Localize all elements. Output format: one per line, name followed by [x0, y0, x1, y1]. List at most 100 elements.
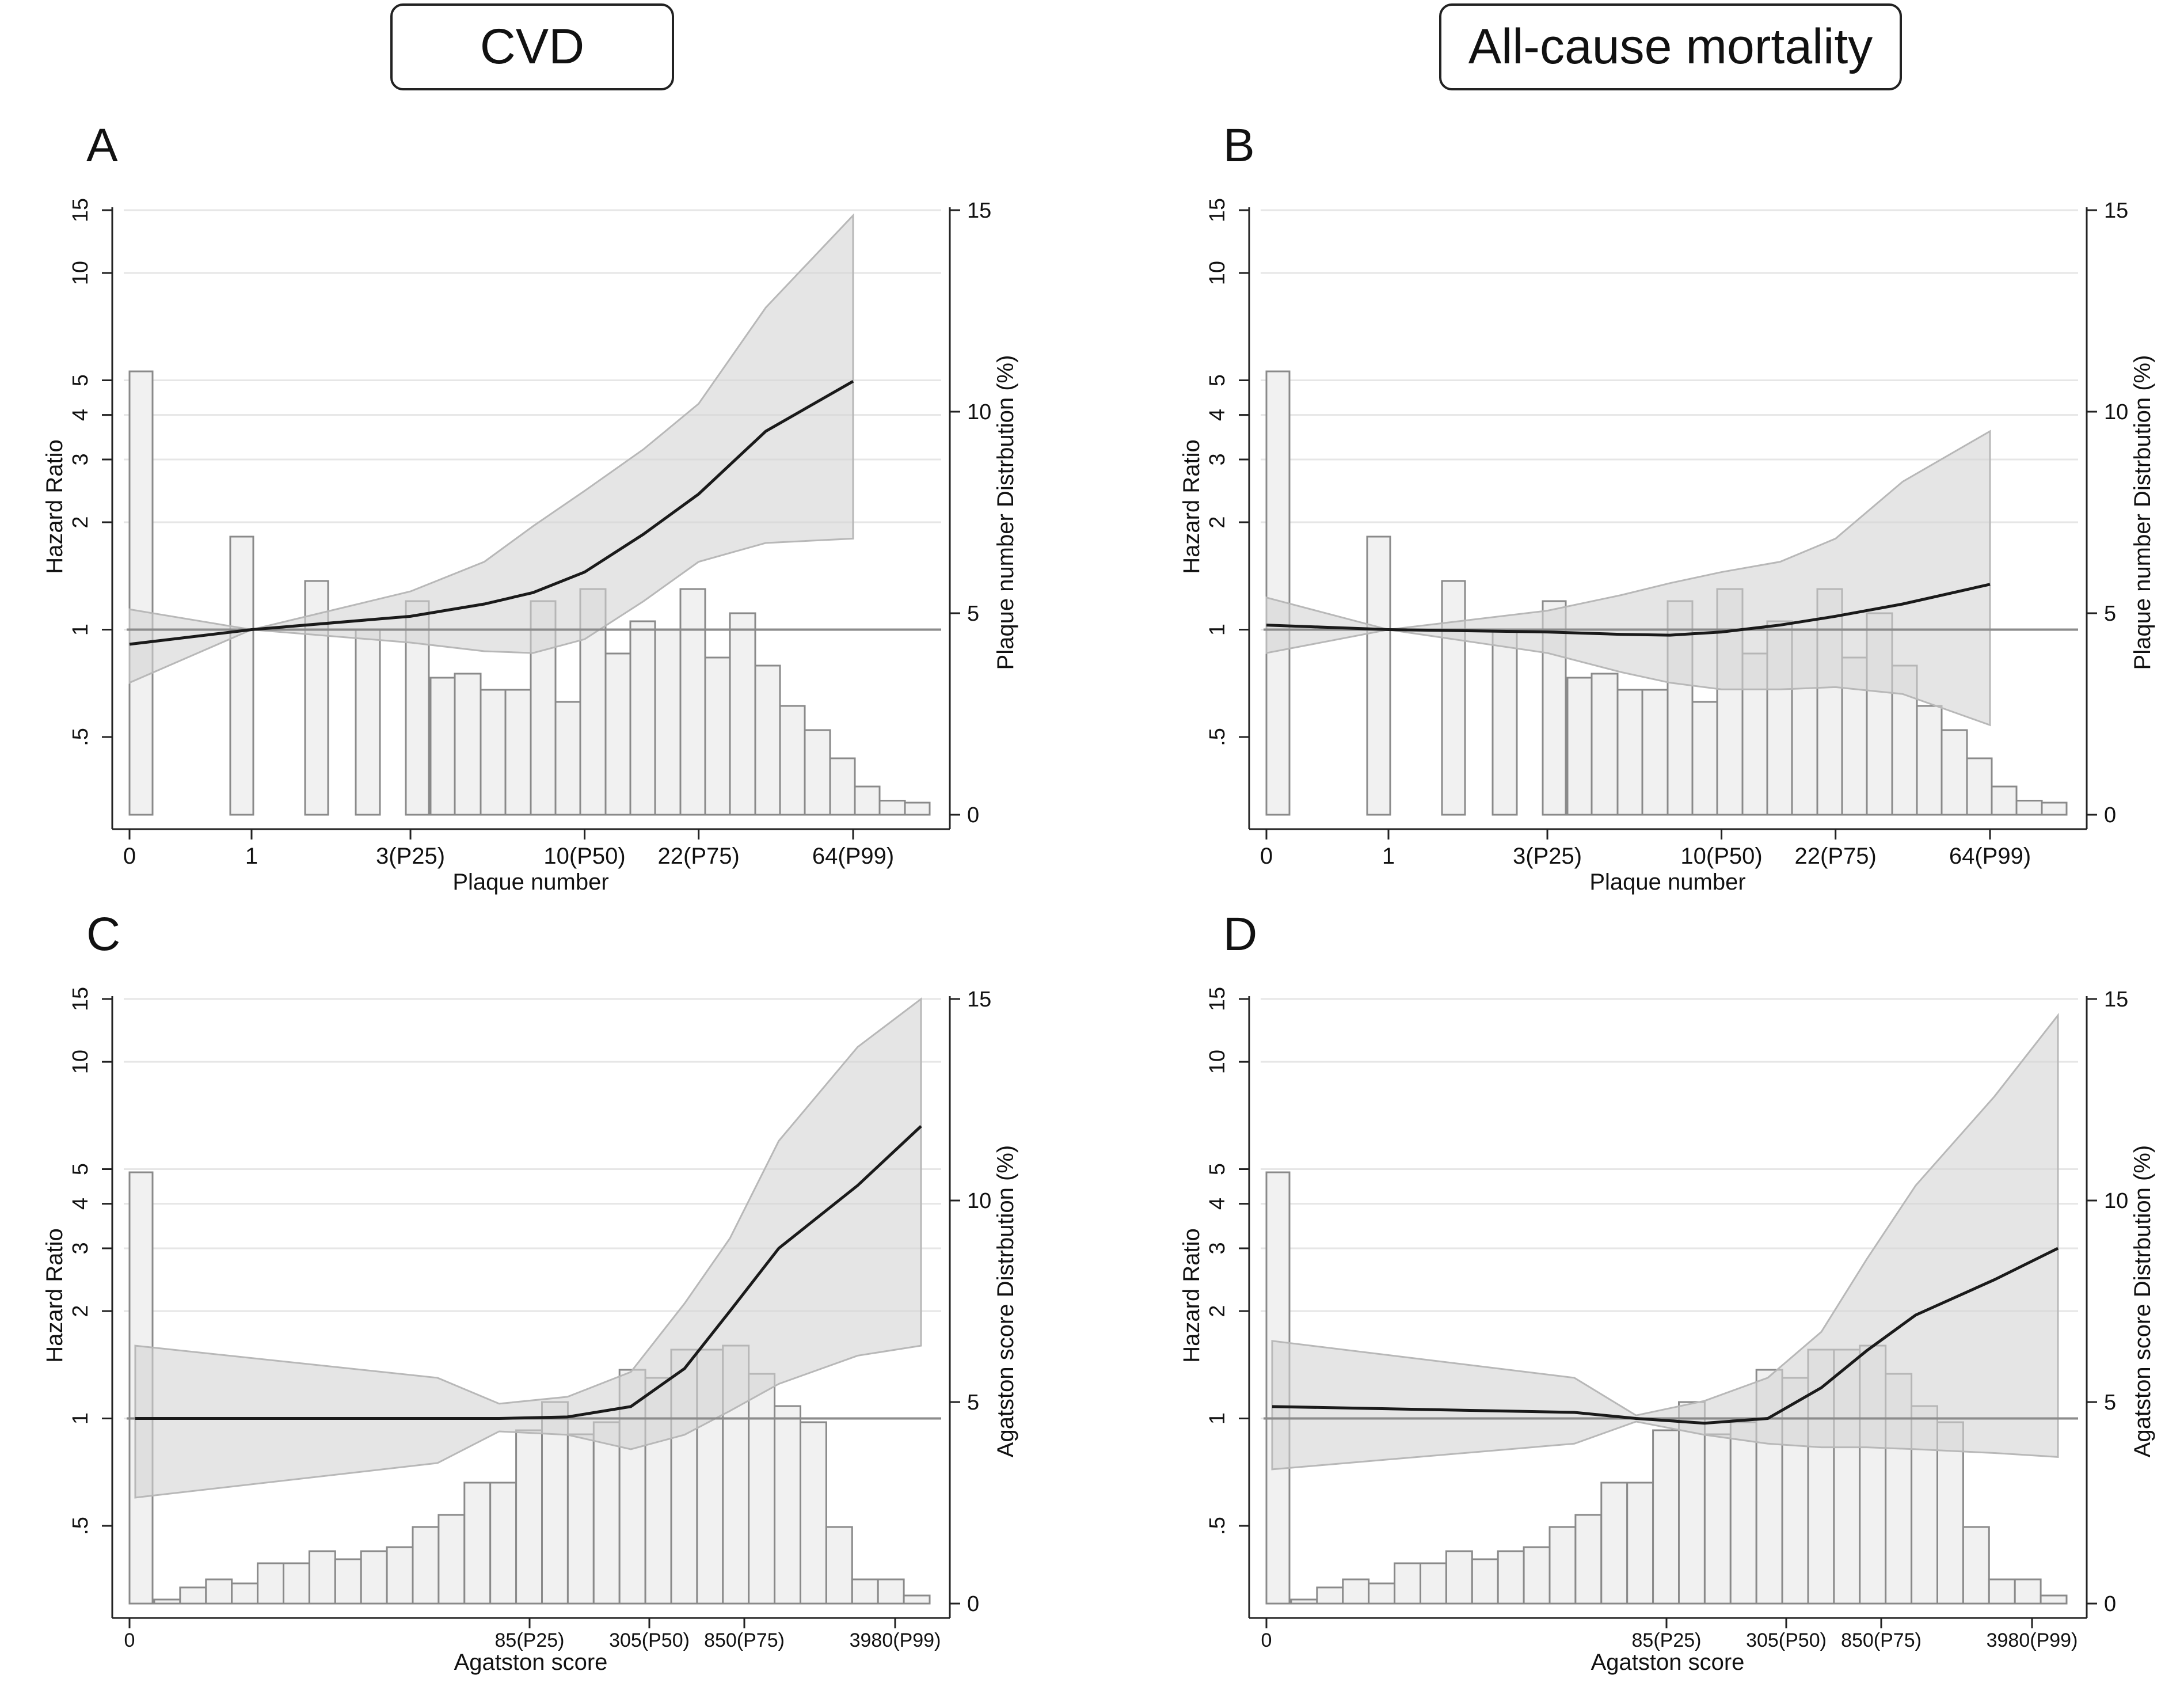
distribution-bar: [489, 1482, 518, 1605]
y2-axis-title: Agatston score Distrbution (%): [2130, 1145, 2155, 1457]
y2-tick-label: 5: [967, 602, 979, 626]
y-tick-label: 15: [69, 987, 93, 1011]
y-tick-label: 5: [1205, 1163, 1230, 1175]
x-tick-label: 85(P25): [1632, 1629, 1702, 1651]
y2-tick-label: 5: [2104, 602, 2116, 626]
y-tick-label: 4: [1205, 1198, 1230, 1210]
distribution-bar: [1916, 705, 1943, 816]
distribution-bar: [1966, 757, 1993, 816]
y-tick-label: 1: [1205, 1412, 1230, 1425]
y-tick-label: 2: [1205, 516, 1230, 528]
y-tick-label: 2: [69, 1305, 93, 1317]
distribution-bar: [1941, 729, 1968, 816]
hazard-ratio-curve: [135, 1125, 922, 1420]
distribution-bar: [1641, 689, 1669, 816]
distribution-bar: [679, 588, 706, 816]
y2-tick-label: 10: [2104, 400, 2128, 424]
distribution-bar: [2014, 1578, 2042, 1605]
distribution-bar: [1962, 1526, 1990, 1605]
y2-tick-label: 15: [967, 987, 991, 1012]
distribution-bar: [825, 1526, 853, 1605]
distribution-bar: [566, 1433, 595, 1605]
distribution-bar: [463, 1482, 492, 1605]
distribution-bar: [1420, 1562, 1447, 1605]
panel-letter-c: C: [86, 908, 120, 960]
distribution-bar: [1600, 1482, 1629, 1605]
distribution-bar: [429, 677, 456, 816]
distribution-bar: [629, 620, 656, 816]
distribution-bar: [231, 1582, 259, 1605]
y-tick-label: 2: [1205, 1305, 1230, 1317]
distribution-bar: [2015, 800, 2043, 816]
y-tick-label: .5: [69, 1517, 93, 1535]
distribution-bar: [729, 612, 756, 816]
y-tick-label: 10: [69, 261, 93, 285]
distribution-bar: [877, 1578, 905, 1605]
y-tick-label: 4: [1205, 409, 1230, 421]
distribution-bar: [283, 1562, 310, 1605]
y-tick-label: 1: [69, 1412, 93, 1425]
panel-c-chart: C 15 10 5 4 3 2 1 .5 Hazard Ratio 15 10 5 0 Agatston s…: [42, 908, 1018, 1675]
header-cvd: CVD: [390, 3, 674, 90]
distribution-bar: [1988, 1578, 2016, 1605]
y-axis-title: Hazard Ratio: [1179, 1228, 1204, 1362]
distribution-bar: [437, 1514, 466, 1605]
y2-tick-label: 5: [967, 1391, 979, 1415]
y2-tick-label: 15: [2104, 199, 2128, 223]
panel-d-chart: D 15 10 5 4 3 2 1 .5 Hazard Ratio 15 10 5 0 Agatston s…: [1179, 908, 2155, 1675]
header-all-cause-mortality: All-cause mortality: [1439, 3, 1902, 90]
y2-axis-title: Agatston score Distrbution (%): [993, 1145, 1018, 1457]
y2-axis-title: Plaque number Distrbution (%): [2130, 355, 2155, 670]
x-tick-label: 305(P50): [1746, 1629, 1827, 1651]
y-tick-label: 1: [69, 624, 93, 636]
distribution-bar: [308, 1550, 336, 1605]
y-tick-label: 10: [69, 1050, 93, 1074]
distribution-bar: [1548, 1526, 1577, 1605]
distribution-bar: [229, 535, 254, 816]
distribution-bars: [128, 370, 931, 816]
distribution-bar: [1265, 370, 1291, 816]
distribution-bar: [800, 1421, 827, 1605]
distribution-bar: [903, 1594, 931, 1605]
confidence-band: [128, 213, 854, 684]
distribution-bar: [654, 628, 682, 816]
distribution-bar: [2041, 801, 2068, 816]
y2-axis-title: Plaque number Distrbution (%): [993, 355, 1018, 670]
y2-tick-label: 15: [2104, 987, 2128, 1012]
panel-letter-b: B: [1223, 119, 1255, 172]
distribution-bar: [1497, 1550, 1525, 1605]
y2-tick-label: 15: [967, 199, 991, 223]
distribution-bar: [480, 689, 507, 816]
y-tick-label: 15: [69, 198, 93, 222]
confidence-band: [134, 997, 922, 1499]
panel-letter-a: A: [86, 119, 118, 172]
y-tick-label: 10: [1205, 1050, 1230, 1074]
y-tick-label: 5: [1205, 374, 1230, 386]
x-tick-label: 0: [1260, 844, 1273, 869]
distribution-bar: [851, 1578, 879, 1605]
panel-letter-d: D: [1223, 908, 1257, 960]
x-tick-label: 0: [123, 844, 136, 869]
x-tick-label: 10(P50): [1680, 844, 1762, 869]
y-axis-title: Hazard Ratio: [1179, 439, 1204, 573]
y-tick-label: 3: [69, 453, 93, 465]
x-tick-label: 850(P75): [1841, 1629, 1922, 1651]
x-tick-label: 85(P25): [495, 1629, 565, 1651]
x-tick-label: 64(P99): [812, 844, 894, 869]
x-axis-title: Plaque number: [452, 869, 608, 895]
y-tick-label: .5: [69, 728, 93, 746]
distribution-bar: [153, 1598, 181, 1605]
distribution-bar: [1441, 580, 1466, 816]
x-tick-label: 10(P50): [543, 844, 625, 869]
distribution-bar: [1691, 701, 1718, 816]
distribution-bar: [179, 1586, 207, 1605]
distribution-bar: [754, 664, 781, 816]
y-tick-label: 3: [1205, 1242, 1230, 1254]
distribution-bar: [1626, 1482, 1654, 1605]
distribution-bar: [1342, 1578, 1370, 1605]
y2-tick-label: 0: [967, 1592, 979, 1616]
y-tick-label: 1: [1205, 624, 1230, 636]
x-tick-label: 305(P50): [609, 1629, 690, 1651]
hazard-ratio-curve: [1266, 583, 1991, 637]
